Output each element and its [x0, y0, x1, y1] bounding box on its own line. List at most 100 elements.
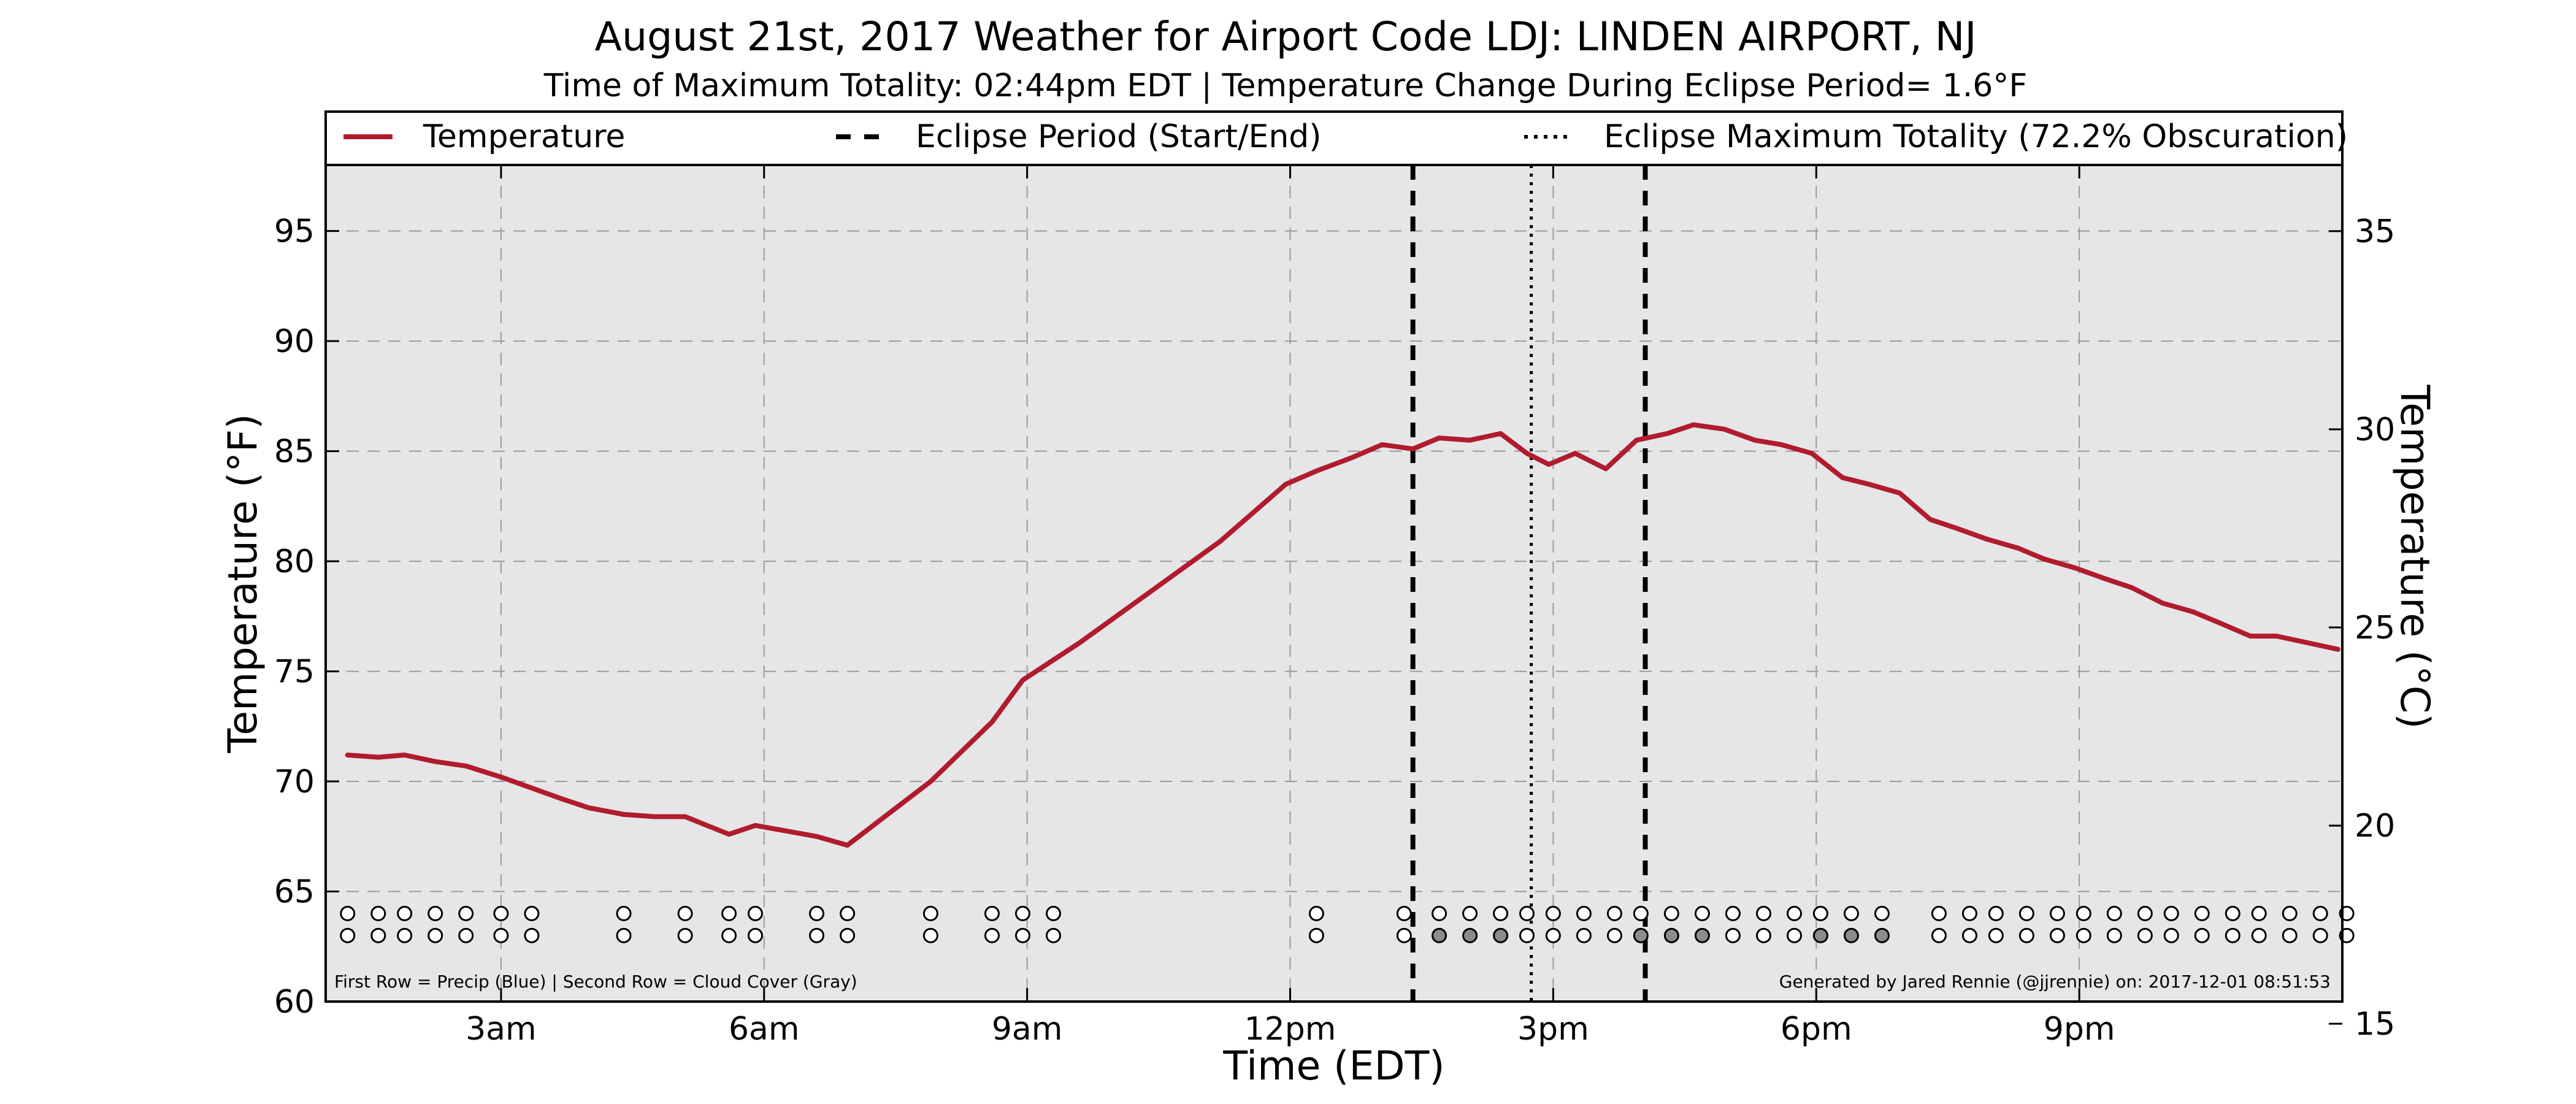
- cloud-cover-marker: [340, 927, 356, 943]
- precip-marker: [1843, 905, 1859, 921]
- x-tick-label: 6am: [729, 1011, 800, 1048]
- precip-marker: [524, 905, 540, 921]
- legend: Temperature Eclipse Period (Start/End) E…: [324, 110, 2348, 166]
- precip-marker: [1725, 905, 1741, 921]
- precip-marker: [2312, 905, 2328, 921]
- precip-marker: [458, 905, 474, 921]
- precip-marker: [1015, 905, 1031, 921]
- precip-marker: [493, 905, 509, 921]
- x-tick-label: 6pm: [1781, 1011, 1852, 1048]
- precip-marker: [1988, 905, 2004, 921]
- precip-marker: [1931, 905, 1947, 921]
- precip-marker: [1519, 905, 1535, 921]
- precip-marker: [1694, 905, 1710, 921]
- chart-title: August 21st, 2017 Weather for Airport Co…: [594, 14, 1976, 60]
- x-tick-label: 3pm: [1517, 1011, 1589, 1048]
- cloud-cover-marker: [1931, 927, 1947, 943]
- cloud-cover-marker: [2018, 927, 2034, 943]
- precip-marker: [2076, 905, 2091, 921]
- precip-marker: [2018, 905, 2034, 921]
- precip-marker: [370, 905, 386, 921]
- y-tick-label-right: 30: [2355, 412, 2395, 448]
- axis-ticks: 3am 6am 9am 12pm 3pm 6pm 9pm 60 65 70 75 80 85 90 95 15…: [274, 165, 2395, 1048]
- y-tick-label-right: 20: [2355, 808, 2395, 845]
- precip-marker: [922, 905, 938, 921]
- cloud-cover-marker: [427, 927, 443, 943]
- y-tick-label-right: 15: [2355, 1006, 2395, 1043]
- precip-marker: [1462, 905, 1478, 921]
- y-axis-label-right: Temperature (°C): [2391, 384, 2437, 729]
- cloud-cover-marker: [1694, 927, 1710, 943]
- cloud-cover-marker: [1663, 927, 1679, 943]
- temperature-series: [345, 422, 2340, 848]
- cloud-cover-marker: [747, 927, 763, 943]
- y-tick-label-left: 70: [274, 764, 315, 800]
- cloud-cover-marker: [677, 927, 693, 943]
- legend-label-temperature: Temperature: [423, 118, 625, 155]
- cloud-cover-marker: [1308, 927, 1324, 943]
- precip-marker: [1961, 905, 1977, 921]
- x-tick-label: 9pm: [2044, 1011, 2115, 1048]
- precip-marker: [677, 905, 693, 921]
- cloud-cover-marker: [2163, 927, 2179, 943]
- precip-marker: [721, 905, 737, 921]
- y-tick-label-left: 90: [274, 323, 315, 360]
- precip-marker: [1755, 905, 1771, 921]
- cloud-cover-marker: [2049, 927, 2065, 943]
- precip-marker: [1046, 905, 1062, 921]
- cloud-cover-marker: [1633, 927, 1649, 943]
- x-axis-label: Time (EDT): [1222, 1043, 1444, 1089]
- precip-marker: [2106, 905, 2122, 921]
- cloud-cover-marker: [2282, 927, 2298, 943]
- footnote-left: First Row = Precip (Blue) | Second Row =…: [334, 972, 857, 992]
- cloud-cover-marker: [1843, 927, 1859, 943]
- precip-marker: [2251, 905, 2267, 921]
- cloud-cover-marker: [616, 927, 632, 943]
- precip-marker: [1663, 905, 1679, 921]
- temperature-line: [345, 422, 2340, 848]
- y-tick-label-right: 25: [2355, 610, 2395, 646]
- y-tick-label-right: 35: [2355, 213, 2395, 250]
- cloud-cover-marker: [1396, 927, 1412, 943]
- precip-marker: [984, 905, 1000, 921]
- cloud-cover-marker: [922, 927, 938, 943]
- precip-marker: [1545, 905, 1561, 921]
- cloud-cover-marker: [1812, 927, 1828, 943]
- cloud-cover-marker: [397, 927, 413, 943]
- precip-marker: [2137, 905, 2153, 921]
- legend-box: [324, 110, 2344, 166]
- precip-marker: [1432, 905, 1447, 921]
- x-tick-label: 3am: [466, 1011, 537, 1048]
- cloud-cover-marker: [2106, 927, 2122, 943]
- cloud-cover-marker: [1015, 927, 1031, 943]
- plot-area: [326, 165, 2342, 1002]
- precip-marker: [747, 905, 763, 921]
- precip-marker: [2049, 905, 2065, 921]
- cloud-cover-marker: [1755, 927, 1771, 943]
- cloud-cover-marker: [1046, 927, 1062, 943]
- precip-marker: [1308, 905, 1324, 921]
- y-tick-label-left: 60: [274, 984, 315, 1021]
- precip-marker: [1576, 905, 1592, 921]
- cloud-cover-marker: [1725, 927, 1741, 943]
- cloud-cover-marker: [493, 927, 509, 943]
- cloud-cover-marker: [2251, 927, 2267, 943]
- precip-marker: [2163, 905, 2179, 921]
- precip-marker: [1633, 905, 1649, 921]
- y-tick-label-left: 80: [274, 543, 315, 580]
- cloud-cover-marker: [2225, 927, 2241, 943]
- cloud-cover-marker: [1519, 927, 1535, 943]
- cloud-cover-marker: [809, 927, 825, 943]
- cloud-cover-marker: [1874, 927, 1890, 943]
- precip-marker: [809, 905, 825, 921]
- precip-marker: [397, 905, 413, 921]
- precip-marker: [1493, 905, 1509, 921]
- footnote-right: Generated by Jared Rennie (@jjrennie) on…: [1779, 972, 2331, 992]
- cloud-cover-marker: [1988, 927, 2004, 943]
- precip-marker: [427, 905, 443, 921]
- y-tick-label-left: 95: [274, 213, 315, 250]
- precip-marker: [2225, 905, 2241, 921]
- cloud-cover-marker: [1432, 927, 1447, 943]
- y-axis-label-left: Temperature (°F): [220, 413, 266, 753]
